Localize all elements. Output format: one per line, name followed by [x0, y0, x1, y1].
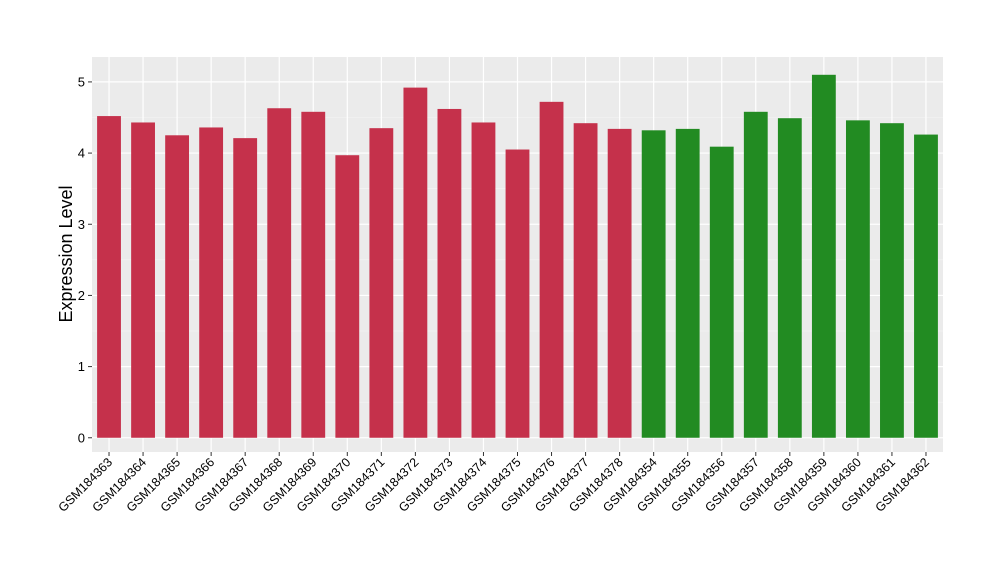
bar-GSM184366 — [199, 127, 224, 438]
bar-GSM184372 — [403, 87, 428, 438]
bar-GSM184377 — [573, 123, 598, 438]
y-axis-title: Expression Level — [56, 185, 76, 322]
bar-GSM184357 — [743, 111, 768, 438]
bar-GSM184355 — [675, 128, 700, 438]
bar-GSM184370 — [335, 155, 360, 438]
y-tick-label: 4 — [78, 146, 85, 161]
bar-GSM184356 — [709, 146, 734, 438]
y-tick-label: 3 — [78, 217, 85, 232]
y-tick-label: 2 — [78, 288, 85, 303]
bar-GSM184354 — [641, 130, 666, 438]
bar-GSM184378 — [607, 128, 632, 438]
bar-GSM184369 — [301, 111, 326, 438]
bar-GSM184358 — [777, 118, 802, 438]
bar-GSM184368 — [267, 108, 292, 438]
y-tick-label: 0 — [78, 430, 85, 445]
bar-GSM184367 — [233, 138, 258, 438]
bar-GSM184361 — [880, 123, 904, 438]
bar-GSM184376 — [539, 101, 564, 438]
bar-GSM184362 — [914, 134, 938, 438]
y-tick-label: 1 — [78, 359, 85, 374]
bar-GSM184374 — [471, 122, 496, 438]
bar-GSM184365 — [165, 135, 190, 438]
bar-GSM184371 — [369, 128, 394, 438]
bars — [97, 74, 938, 438]
bar-GSM184373 — [437, 108, 462, 438]
bar-GSM184363 — [97, 116, 121, 438]
bar-GSM184360 — [845, 120, 870, 438]
bar-GSM184364 — [131, 122, 155, 438]
y-tick-label: 5 — [78, 74, 85, 89]
bar-GSM184359 — [811, 74, 836, 438]
bar-GSM184375 — [505, 149, 530, 438]
